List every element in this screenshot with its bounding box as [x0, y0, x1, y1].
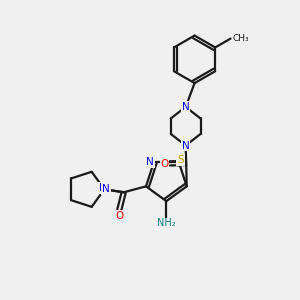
Text: N: N	[102, 184, 110, 194]
Text: N: N	[182, 102, 190, 112]
Text: N: N	[99, 183, 107, 193]
Text: NH₂: NH₂	[157, 218, 176, 228]
Text: S: S	[177, 155, 184, 165]
Text: O: O	[115, 211, 123, 221]
Text: N: N	[182, 140, 190, 151]
Text: N: N	[146, 158, 154, 167]
Text: CH₃: CH₃	[232, 34, 249, 43]
Text: O: O	[160, 158, 169, 169]
